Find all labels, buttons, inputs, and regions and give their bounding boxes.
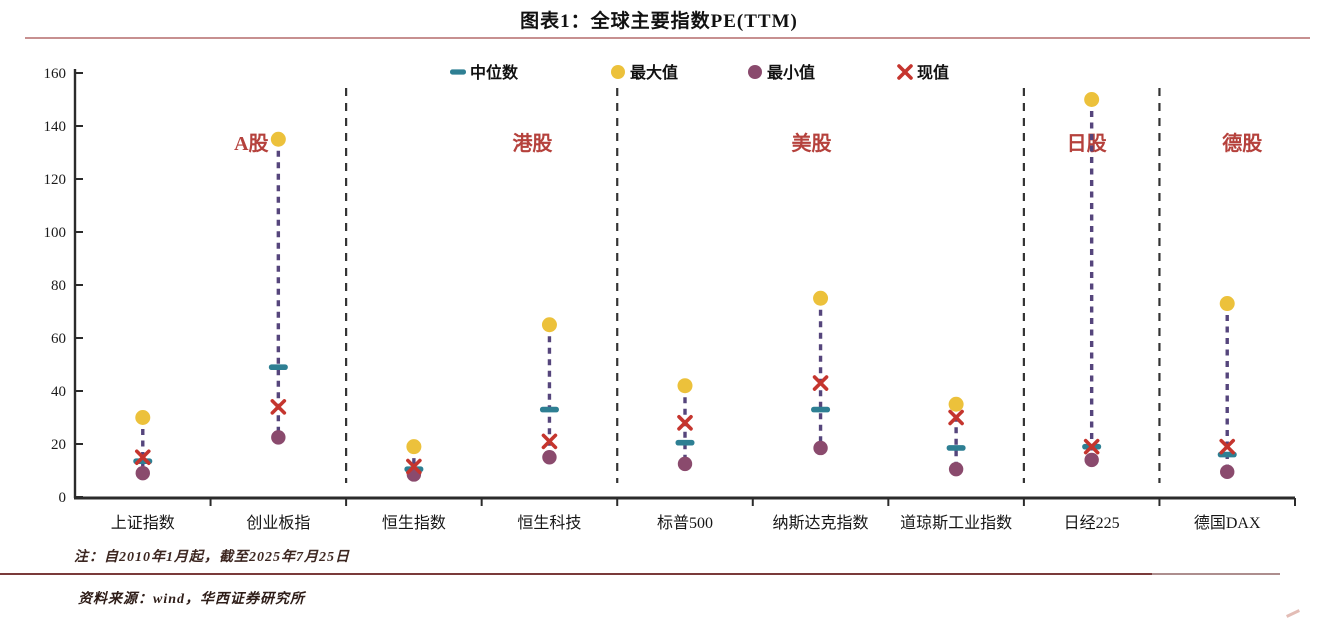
max-marker [541, 317, 557, 333]
min-marker [1220, 464, 1235, 480]
max-marker [813, 290, 829, 306]
min-marker [542, 450, 557, 465]
min-marker [1084, 452, 1099, 468]
chart-title: 图表1：全球主要指数PE(TTM) [520, 11, 798, 32]
current-marker-x [270, 399, 287, 415]
category-label: 上证指数 [111, 514, 175, 532]
current-marker-x [897, 64, 913, 80]
y-tick-label: 0 [59, 490, 67, 506]
min-marker [813, 440, 828, 456]
data-source: 资料来源：wind，华西证券研究所 [78, 592, 306, 607]
legend-median-marker [450, 69, 466, 75]
median-marker [539, 406, 559, 413]
legend-label: 现值 [917, 63, 949, 82]
legend-max-marker [611, 65, 625, 79]
median-marker [675, 439, 695, 446]
min-marker [135, 465, 150, 481]
max-marker [677, 378, 693, 394]
current-marker-x [406, 458, 422, 475]
legend-label: 最大值 [630, 63, 678, 82]
current-marker-x [812, 375, 829, 391]
max-marker [270, 131, 286, 147]
y-tick-label: 20 [51, 437, 66, 453]
section-divider-light [1152, 573, 1280, 575]
group-label: 美股 [792, 131, 832, 155]
group-label: 德股 [1222, 131, 1262, 155]
category-label: 创业板指 [246, 514, 310, 532]
current-marker-x [677, 414, 693, 431]
category-label: 纳斯达克指数 [773, 514, 869, 532]
max-marker [1084, 92, 1100, 107]
max-marker [135, 410, 151, 425]
category-label: 德国DAX [1194, 514, 1261, 532]
legend-label: 中位数 [470, 63, 519, 82]
title-divider [25, 37, 1310, 39]
category-label: 日经225 [1064, 514, 1120, 532]
max-marker [1219, 296, 1235, 312]
max-marker [948, 396, 964, 412]
y-tick-label: 60 [51, 331, 66, 347]
min-marker [271, 430, 286, 445]
category-label: 道琼斯工业指数 [900, 514, 1012, 532]
min-marker [948, 461, 964, 477]
y-tick-label: 100 [44, 225, 67, 241]
y-tick-label: 160 [44, 66, 67, 82]
section-divider [0, 573, 1318, 576]
legend-min-marker [748, 65, 762, 79]
y-tick-label: 120 [44, 172, 67, 188]
current-marker-x [948, 409, 964, 426]
group-label: 日股 [1067, 132, 1107, 155]
page-corner-artifact [1286, 609, 1300, 618]
median-marker [811, 406, 831, 413]
pe-range-chart: 0 20 40 60 80 100 120 140 160 上证指数 创业板指 恒生指数 恒生科技 标普5… [44, 63, 1296, 532]
group-label: 港股 [512, 131, 552, 155]
median-marker [946, 445, 966, 451]
section-divider-dark [0, 573, 1152, 575]
max-marker [406, 439, 422, 455]
median-marker [268, 364, 288, 370]
category-label: 恒生指数 [382, 514, 446, 532]
y-tick-label: 40 [51, 384, 66, 400]
category-label: 标普500 [657, 514, 713, 532]
legend-label: 最小值 [767, 63, 815, 82]
chart-note: 注：自2010年1月起，截至2025年7月25日 [74, 550, 350, 565]
min-marker [677, 456, 693, 472]
current-marker-x [134, 449, 151, 466]
group-label: A股 [234, 132, 268, 155]
y-tick-label: 140 [44, 119, 67, 135]
category-label: 恒生科技 [517, 514, 581, 532]
current-marker-x [1219, 438, 1236, 455]
y-tick-label: 80 [51, 278, 66, 294]
current-marker-x [1083, 438, 1100, 455]
current-marker-x [541, 433, 558, 450]
